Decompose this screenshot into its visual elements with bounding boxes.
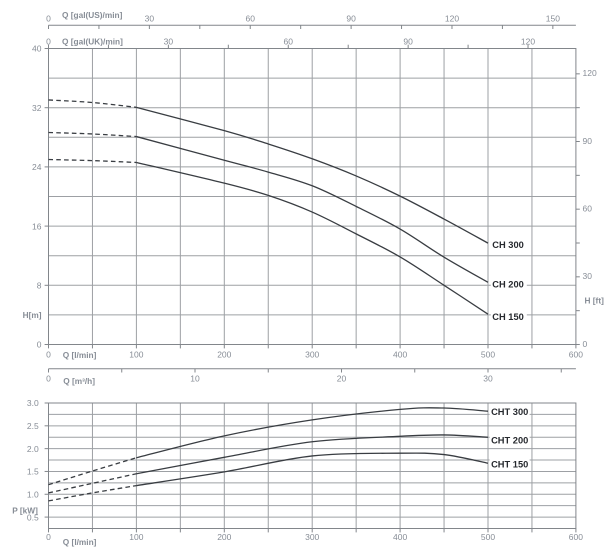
svg-text:Q [l/min]: Q [l/min] xyxy=(63,537,97,547)
svg-text:32: 32 xyxy=(32,103,42,113)
svg-text:1.5: 1.5 xyxy=(27,467,39,477)
svg-text:150: 150 xyxy=(546,14,560,24)
svg-text:CHT 300: CHT 300 xyxy=(491,407,528,417)
svg-text:90: 90 xyxy=(403,37,413,47)
svg-text:30: 30 xyxy=(483,374,493,384)
svg-text:CH 200: CH 200 xyxy=(492,279,524,289)
svg-text:0: 0 xyxy=(46,532,51,542)
svg-text:90: 90 xyxy=(346,14,356,24)
svg-text:0.5: 0.5 xyxy=(27,512,39,522)
svg-text:Q [gal(UK)/min]: Q [gal(UK)/min] xyxy=(62,36,123,46)
svg-text:400: 400 xyxy=(393,349,407,359)
svg-text:400: 400 xyxy=(393,532,407,542)
svg-text:60: 60 xyxy=(583,204,593,214)
svg-text:CHT 200: CHT 200 xyxy=(491,435,528,445)
svg-text:Q [l/min]: Q [l/min] xyxy=(63,350,97,360)
svg-text:120: 120 xyxy=(445,14,459,24)
svg-text:3.0: 3.0 xyxy=(27,398,39,408)
svg-text:0: 0 xyxy=(46,374,51,384)
svg-text:0: 0 xyxy=(46,349,51,359)
svg-text:100: 100 xyxy=(129,532,143,542)
svg-text:0: 0 xyxy=(583,339,588,349)
svg-text:30: 30 xyxy=(164,37,174,47)
svg-text:500: 500 xyxy=(481,349,495,359)
svg-text:300: 300 xyxy=(305,532,319,542)
svg-text:200: 200 xyxy=(217,532,231,542)
svg-text:8: 8 xyxy=(37,281,42,291)
svg-text:0: 0 xyxy=(46,37,51,47)
svg-text:CHT 150: CHT 150 xyxy=(491,460,528,470)
svg-text:CH 150: CH 150 xyxy=(492,312,524,322)
svg-text:Q [m³/h]: Q [m³/h] xyxy=(63,376,95,386)
svg-text:2.0: 2.0 xyxy=(27,444,39,454)
svg-text:120: 120 xyxy=(521,37,535,47)
svg-text:60: 60 xyxy=(246,14,256,24)
svg-text:P [kW]: P [kW] xyxy=(12,506,38,516)
svg-text:30: 30 xyxy=(145,14,155,24)
svg-text:40: 40 xyxy=(32,44,42,54)
svg-text:10: 10 xyxy=(190,374,200,384)
svg-text:CH 300: CH 300 xyxy=(492,240,524,250)
svg-text:H [ft]: H [ft] xyxy=(585,296,605,306)
svg-text:30: 30 xyxy=(583,271,593,281)
svg-text:0: 0 xyxy=(37,340,42,350)
svg-text:500: 500 xyxy=(481,532,495,542)
svg-text:16: 16 xyxy=(32,221,42,231)
svg-text:600: 600 xyxy=(569,349,583,359)
svg-text:120: 120 xyxy=(583,68,597,78)
svg-text:600: 600 xyxy=(569,532,583,542)
svg-text:20: 20 xyxy=(337,374,347,384)
svg-text:2.5: 2.5 xyxy=(27,421,39,431)
svg-text:0: 0 xyxy=(46,14,51,24)
svg-text:Q [gal(US)/min]: Q [gal(US)/min] xyxy=(62,10,123,20)
svg-text:24: 24 xyxy=(32,162,42,172)
svg-text:60: 60 xyxy=(284,37,294,47)
svg-text:90: 90 xyxy=(583,136,593,146)
svg-text:200: 200 xyxy=(217,349,231,359)
svg-text:300: 300 xyxy=(305,349,319,359)
svg-text:H[m]: H[m] xyxy=(23,310,42,320)
svg-text:1.0: 1.0 xyxy=(27,489,39,499)
svg-text:100: 100 xyxy=(129,349,143,359)
